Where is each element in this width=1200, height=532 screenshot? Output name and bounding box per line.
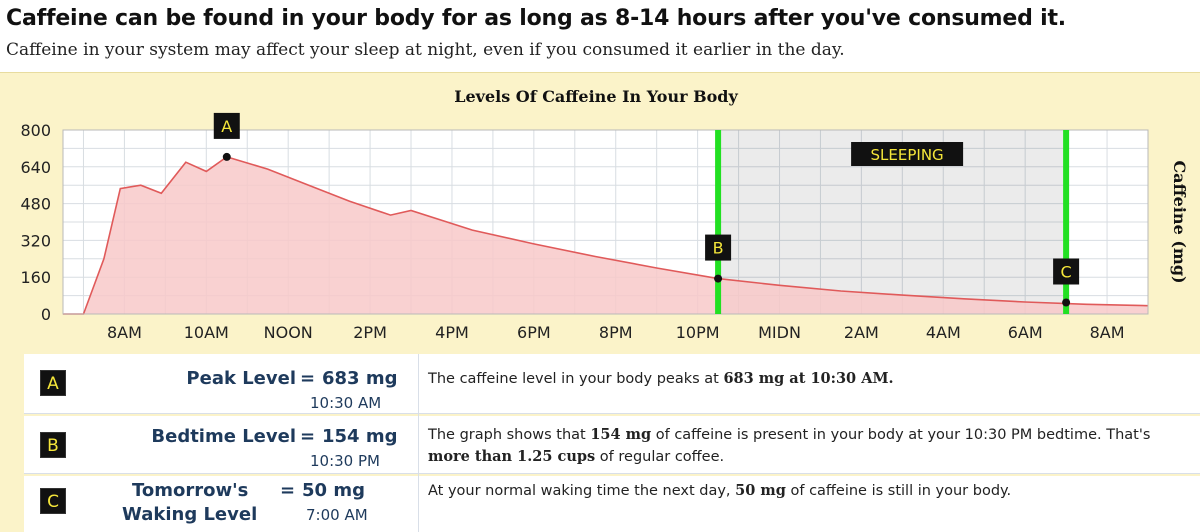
page-headline: Caffeine can be found in your body for a… [6, 6, 1066, 31]
chart-title: Levels Of Caffeine In Your Body [454, 87, 738, 106]
marker-badge-label-c: C [1061, 263, 1072, 282]
y-tick-label: 480 [20, 195, 51, 214]
waking-level-label-line2: Waking Level [122, 504, 258, 525]
y-tick-label: 800 [20, 121, 51, 140]
x-tick-label: 6PM [517, 323, 551, 342]
x-tick-label: 10AM [184, 323, 229, 342]
desc-b-text-1: The graph shows that [428, 427, 591, 443]
marker-point-b [714, 274, 723, 283]
desc-b-bold-1: 154 mg [590, 426, 652, 443]
caffeine-area [63, 156, 1149, 315]
caffeine-chart: 0 160 320 480 640 800 8AM 10AM NOON 2PM 4PM 6PM 8PM 1… [20, 87, 1189, 342]
caffeine-curve-line [63, 156, 1149, 315]
plot-border [62, 129, 1149, 315]
badge-c: C [40, 488, 66, 514]
sleeping-label: SLEEPING [871, 146, 944, 164]
caffeine-area-fill [63, 156, 1148, 314]
x-tick-label: NOON [264, 323, 313, 342]
marker-badge-c [1053, 258, 1080, 285]
x-tick-label: 8AM [1090, 323, 1125, 342]
peak-level-equals: = [300, 368, 316, 389]
level-row-a: A Peak Level = 683 mg 10:30 AM The caffe… [24, 354, 1200, 414]
desc-c-bold-1: 50 mg [735, 482, 786, 499]
y-tick-label: 160 [20, 268, 51, 287]
badge-b: B [40, 432, 66, 458]
y-tick-label: 640 [20, 158, 51, 177]
peak-level-label: Peak Level [186, 368, 296, 389]
level-row-c: C Tomorrow's Waking Level = 50 mg 7:00 A… [24, 476, 1200, 532]
x-tick-label: 4PM [435, 323, 469, 342]
waking-level-time: 7:00 AM [306, 506, 368, 524]
peak-level-description: The caffeine level in your body peaks at… [428, 368, 1188, 390]
desc-b-text-3: of regular coffee. [595, 449, 725, 465]
waking-level-description: At your normal waking time the next day,… [428, 480, 1188, 502]
y-tick-label: 0 [41, 305, 51, 324]
sleeping-label-box [851, 142, 964, 166]
bedtime-level-description: The graph shows that 154 mg of caffeine … [428, 424, 1188, 468]
level-row-b: B Bedtime Level = 154 mg 10:30 PM The gr… [24, 416, 1200, 474]
marker-badge-a [213, 112, 240, 139]
x-tick-label: 2AM [844, 323, 879, 342]
badge-a: A [40, 370, 66, 396]
marker-badge-label-a: A [221, 117, 232, 136]
chart-axes: 0 160 320 480 640 800 8AM 10AM NOON 2PM 4PM 6PM 8PM 1… [20, 121, 1149, 342]
x-tick-label: 10PM [676, 323, 720, 342]
marker-badge-label-b: B [713, 239, 724, 258]
desc-c-text-2: of caffeine is still in your body. [785, 483, 1012, 499]
desc-a-bold-1: 683 mg at 10:30 AM. [723, 370, 894, 387]
bedtime-level-time: 10:30 PM [310, 452, 380, 470]
desc-a-text-1: The caffeine level in your body peaks at [428, 371, 724, 387]
x-tick-label: MIDN [758, 323, 801, 342]
waking-level-value: 50 mg [302, 480, 365, 501]
x-tick-label: 6AM [1008, 323, 1043, 342]
desc-c-text-1: At your normal waking time the next day, [428, 483, 736, 499]
x-tick-label: 4AM [926, 323, 961, 342]
waking-level-label-line1: Tomorrow's [132, 480, 249, 501]
marker-point-c [1062, 298, 1071, 307]
table-column-divider [418, 354, 419, 532]
bedtime-level-equals: = [300, 426, 316, 447]
marker-badge-b [705, 234, 732, 261]
desc-b-text-2: of caffeine is present in your body at y… [651, 427, 1151, 443]
chart-labels: SLEEPING Levels Of Caffeine In Your Body C… [454, 87, 1189, 284]
page-subheadline: Caffeine in your system may affect your … [6, 40, 845, 60]
peak-level-value: 683 mg [322, 368, 398, 389]
peak-level-time: 10:30 AM [310, 394, 382, 412]
y-axis-label: Caffeine (mg) [1170, 160, 1189, 283]
waking-level-equals: = [280, 480, 296, 501]
chart-markers: A B C [213, 112, 1080, 314]
bedtime-level-label: Bedtime Level [151, 426, 296, 447]
marker-point-a [222, 152, 231, 161]
desc-b-bold-2: more than 1.25 cups [428, 448, 596, 465]
y-tick-label: 320 [20, 231, 51, 250]
bedtime-level-value: 154 mg [322, 426, 398, 447]
x-tick-label: 8AM [107, 323, 142, 342]
x-tick-label: 2PM [353, 323, 387, 342]
x-tick-label: 8PM [599, 323, 633, 342]
